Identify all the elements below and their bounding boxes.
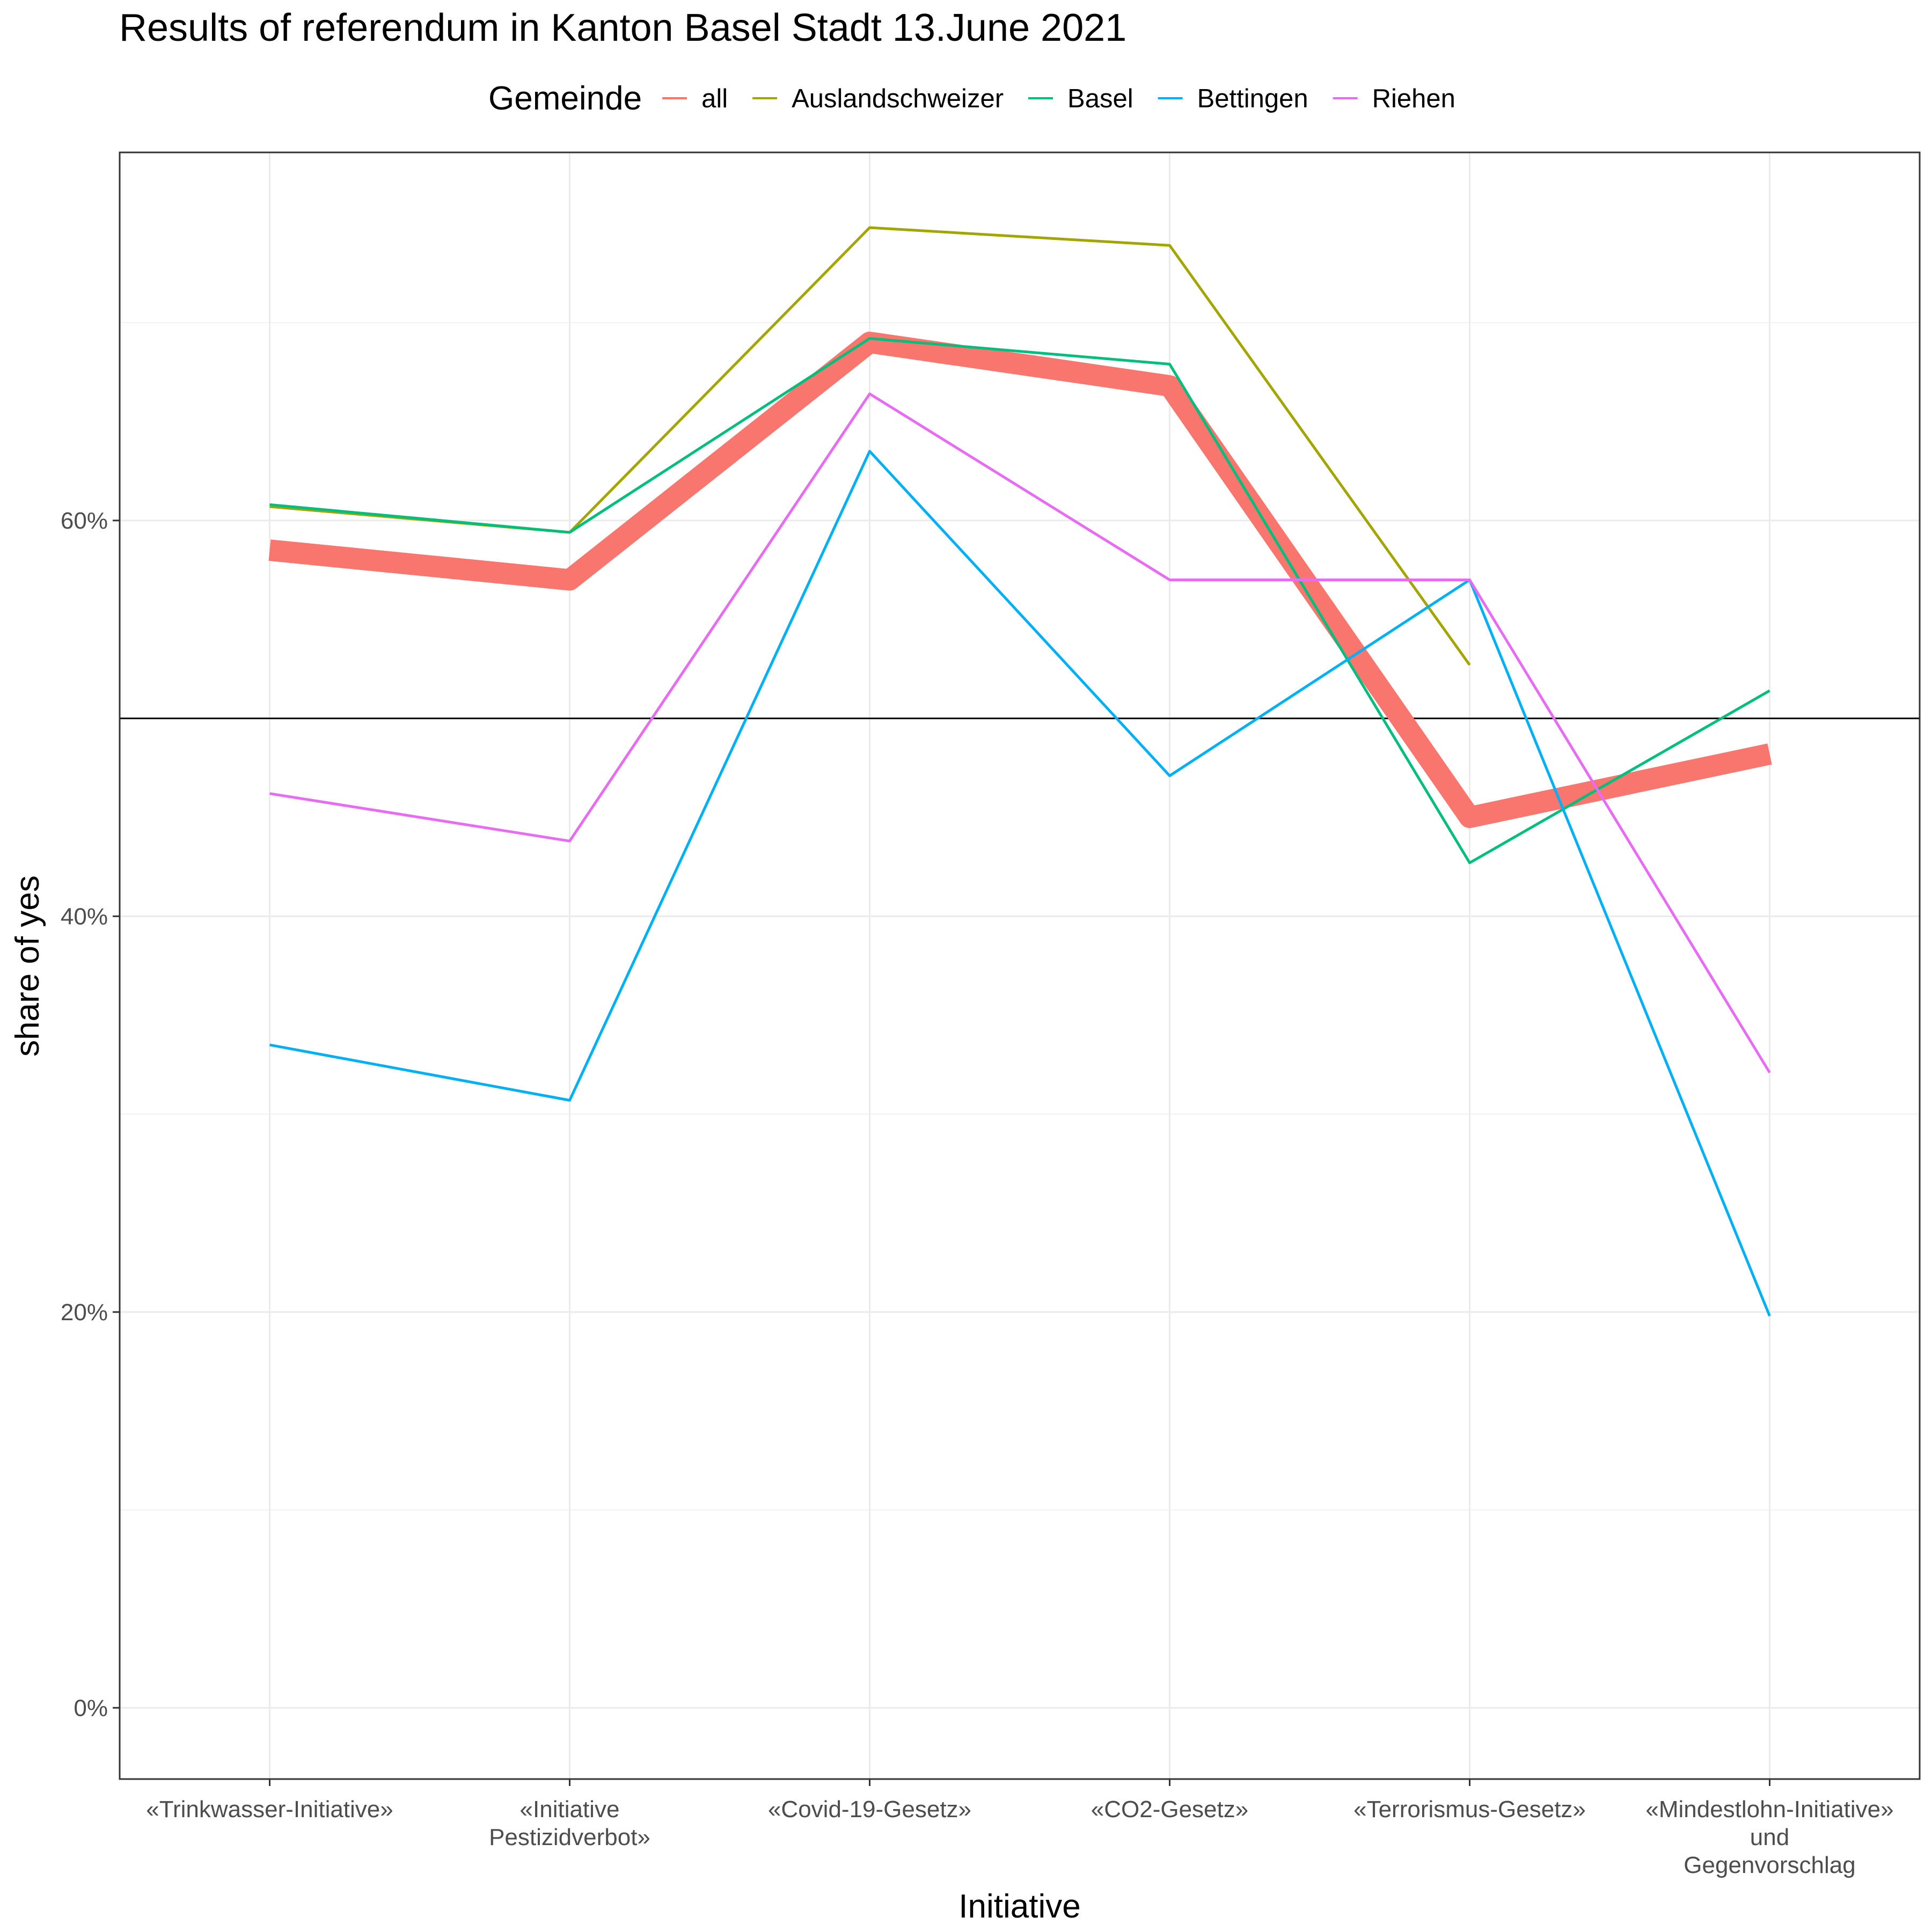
plot-panel [119,151,1921,1780]
legend-label: Auslandschweizer [792,84,1004,113]
legend-label: Riehen [1372,84,1455,113]
major-gridlines [120,152,1920,1779]
legend-item-riehen: Riehen [1333,84,1455,113]
x-tick-label: «Mindestlohn-Initiative» und Gegenvorschla… [1645,1796,1893,1878]
series-layer [268,226,1772,1317]
legend-label: Bettingen [1197,84,1308,113]
chart-title: Results of referendum in Kanton Basel St… [119,6,1126,49]
legend-item-all: all [662,84,728,113]
y-tick-label: 20% [61,1299,108,1326]
y-tick-label: 40% [61,903,108,930]
panel-border [119,151,1921,1780]
y-tick-label: 0% [74,1695,108,1721]
series-line-all [268,331,1772,828]
legend-label: Basel [1067,84,1133,113]
legend-title: Gemeinde [488,80,642,117]
legend-item-basel: Basel [1028,84,1133,113]
panel-background [120,152,1920,1779]
series-line-bettingen [269,450,1771,1317]
x-tick-label: «Terrorismus-Gesetz» [1353,1796,1586,1823]
legend-item-auslandschweizer: Auslandschweizer [752,84,1004,113]
y-axis: 0% 20% 40% 60% [61,508,120,1721]
legend: Gemeinde all Auslandschweizer Basel Betting… [488,80,1455,117]
x-tick-label: «Trinkwasser-Initiative» [146,1796,393,1823]
y-axis-title: share of yes [9,875,46,1057]
series-line-basel [269,337,1770,865]
x-tick-label: «CO2-Gesetz» [1091,1796,1248,1823]
legend-item-bettingen: Bettingen [1158,84,1308,113]
x-tick-label: «Covid-19-Gesetz» [768,1796,971,1823]
y-tick-label: 60% [61,508,108,534]
x-tick-label: «Initiative Pestizidverbot» [489,1796,650,1850]
legend-label: all [701,84,728,113]
x-axis: «Trinkwasser-Initiative» «Initiative Pesti… [146,1779,1894,1878]
series-line-riehen [269,392,1771,1073]
x-axis-title: Initiative [958,1888,1080,1925]
